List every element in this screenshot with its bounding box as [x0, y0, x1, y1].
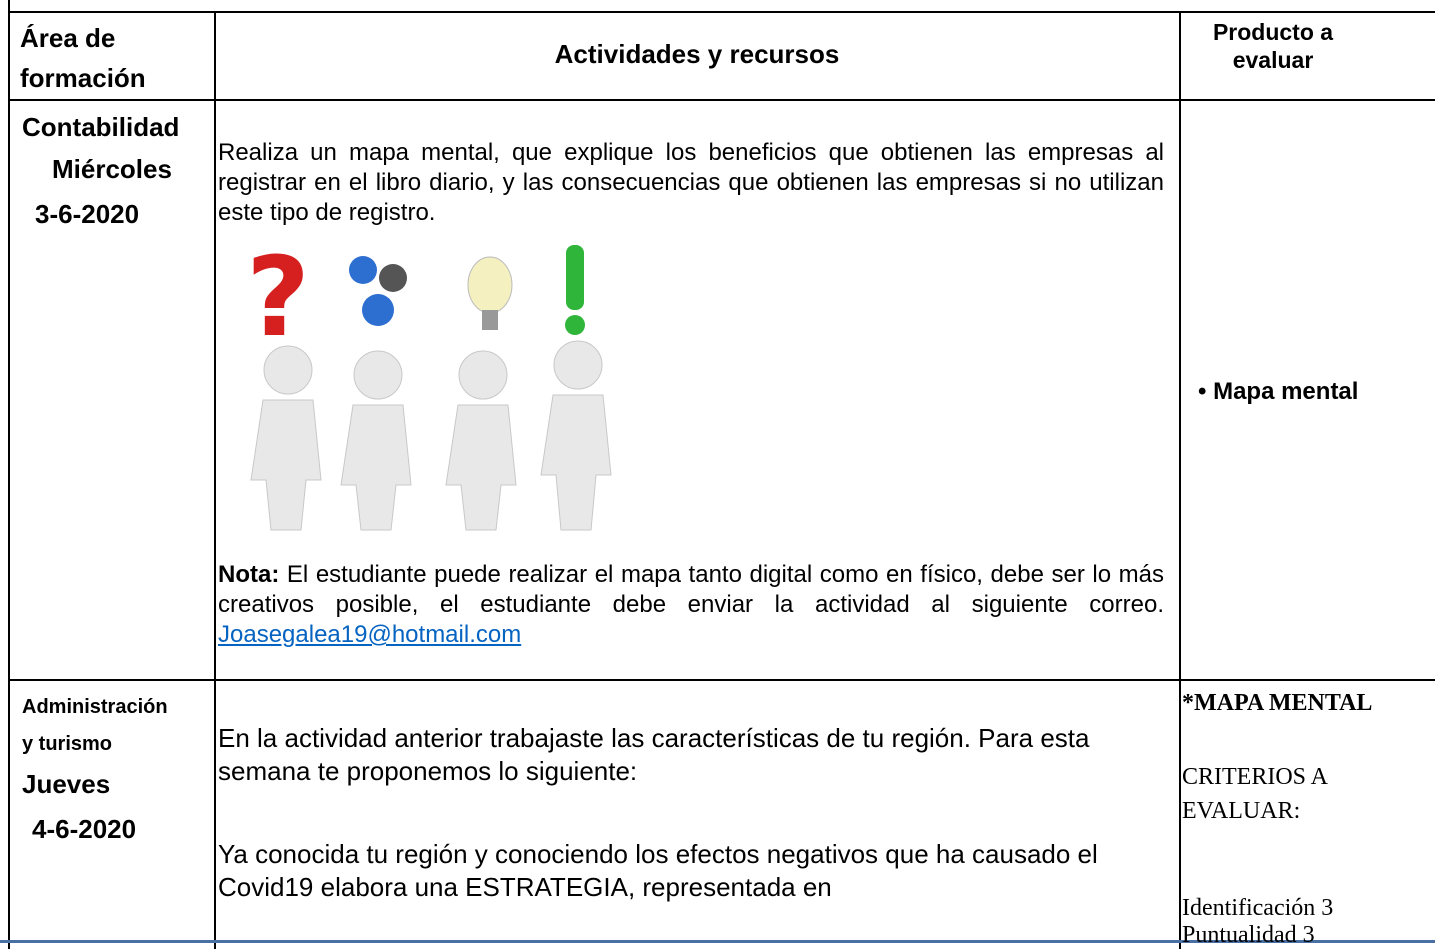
- activity-text: Realiza un mapa mental, que explique los…: [218, 139, 1164, 226]
- product-item: Puntualidad 3: [1182, 922, 1315, 948]
- header-cell: Producto a evaluar: [1212, 19, 1334, 73]
- page-edge: [0, 940, 1435, 943]
- product-text: Mapa mental: [1213, 378, 1359, 405]
- border: [214, 12, 216, 949]
- note-text: El estudiante puede realizar el mapa tan…: [218, 561, 1164, 618]
- product-item: *MAPA MENTAL: [1182, 690, 1373, 716]
- border: [8, 0, 10, 949]
- product-item: Identificación 3: [1182, 895, 1334, 921]
- area-line: y turismo: [22, 733, 113, 755]
- area-line: Jueves: [22, 769, 111, 799]
- area-line: Contabilidad: [22, 112, 180, 142]
- note-label: Nota:: [218, 561, 280, 588]
- area-line: 4-6-2020: [32, 814, 137, 844]
- border: [8, 99, 1435, 101]
- product-item: • Mapa mental: [1198, 378, 1359, 405]
- header-cell: Actividades y recursos: [554, 39, 840, 69]
- area-line: 3-6-2020: [35, 199, 140, 229]
- area-line: Administración: [22, 696, 168, 718]
- area-line: Miércoles: [52, 154, 172, 184]
- note: Nota: El estudiante puede realizar el ma…: [218, 560, 1164, 650]
- svg-text:?: ?: [246, 240, 310, 361]
- border: [1179, 12, 1181, 949]
- border: [8, 11, 1435, 13]
- activity-text: Ya conocida tu región y conociendo los e…: [218, 839, 1098, 902]
- illustration: ?: [246, 240, 612, 531]
- product-item: CRITERIOS A EVALUAR:: [1182, 764, 1327, 824]
- border: [8, 679, 1435, 681]
- header-cell: Área de formación: [20, 23, 146, 93]
- email-link[interactable]: Joasegalea19@hotmail.com: [218, 621, 522, 648]
- activity-text: En la actividad anterior trabajaste las …: [218, 723, 1090, 786]
